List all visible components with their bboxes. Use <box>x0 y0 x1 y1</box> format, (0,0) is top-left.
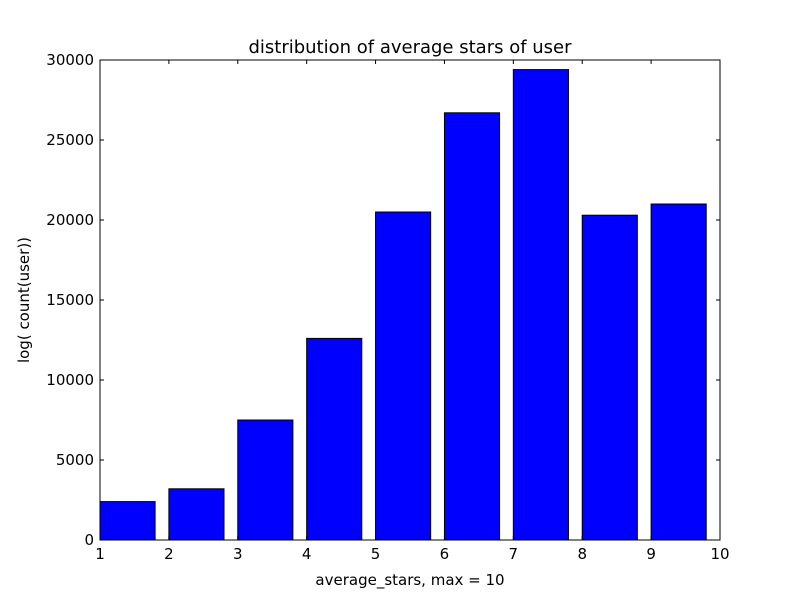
bar-8 <box>581 214 638 541</box>
bar-1 <box>99 501 156 541</box>
x-tick-label-3: 3 <box>233 545 243 563</box>
y-tick-label-20000: 20000 <box>46 211 94 229</box>
x-tick-label-1: 1 <box>95 545 105 563</box>
y-tick-label-5000: 5000 <box>56 451 94 469</box>
y-tick-label-30000: 30000 <box>46 51 94 69</box>
x-tick-label-8: 8 <box>577 545 587 563</box>
y-axis-label: log( count(user)) <box>15 237 33 363</box>
x-tick-label-9: 9 <box>646 545 656 563</box>
bar-6 <box>443 112 501 541</box>
y-tick-label-10000: 10000 <box>46 371 94 389</box>
bar-4 <box>306 337 363 541</box>
y-tick-label-15000: 15000 <box>46 291 94 309</box>
plot-frame <box>99 59 721 541</box>
bar-7 <box>512 69 569 541</box>
y-tick-label-25000: 25000 <box>46 131 94 149</box>
x-tick-label-5: 5 <box>371 545 381 563</box>
x-tick-label-7: 7 <box>509 545 519 563</box>
ticks-group: 1 2 3 4 5 6 7 8 9 10 0 5000 10000 15000 20000 25000 3000… <box>46 51 729 563</box>
y-tick-label-0: 0 <box>84 531 94 549</box>
x-tick-label-6: 6 <box>440 545 450 563</box>
x-tick-label-4: 4 <box>302 545 312 563</box>
bar-5 <box>375 211 432 541</box>
bar-3 <box>237 419 294 541</box>
bar-2 <box>168 488 225 541</box>
x-tick-label-10: 10 <box>710 545 729 563</box>
bar-9 <box>650 203 707 541</box>
x-tick-label-2: 2 <box>164 545 174 563</box>
x-axis-label: average_stars, max = 10 <box>315 571 504 590</box>
chart-title: distribution of average stars of user <box>248 37 572 58</box>
bars-group <box>99 69 707 541</box>
